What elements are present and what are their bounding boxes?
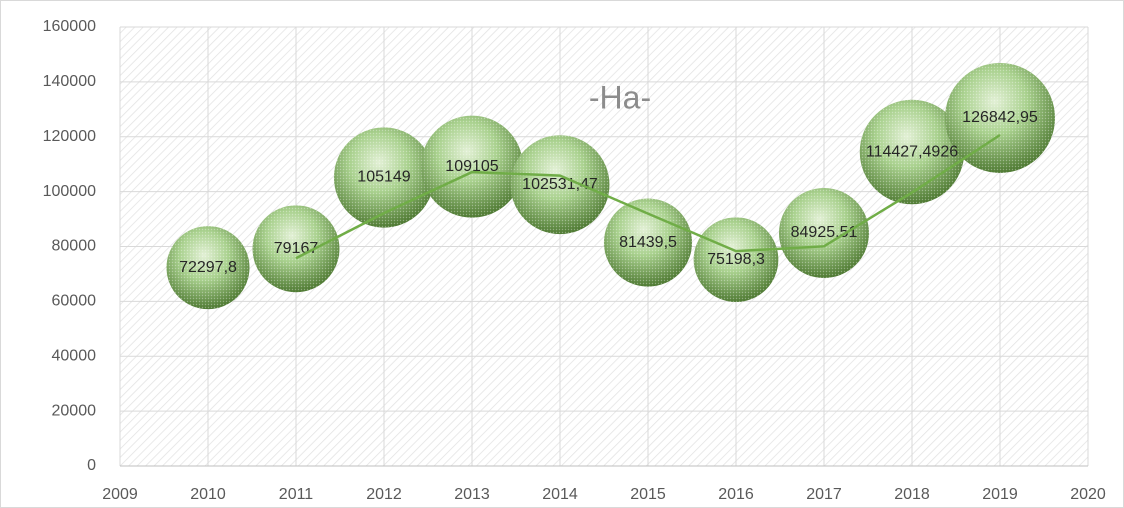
bubble-texture — [510, 135, 610, 235]
x-tick-label: 2014 — [542, 486, 578, 503]
x-tick-label: 2009 — [102, 486, 138, 503]
bubble-texture — [859, 99, 965, 205]
bubble-texture — [252, 205, 340, 293]
x-tick-label: 2013 — [454, 486, 490, 503]
data-label: 102531,47 — [522, 176, 598, 193]
x-tick-label: 2016 — [718, 486, 754, 503]
y-tick-label: 80000 — [52, 238, 97, 255]
y-tick-label: 140000 — [43, 73, 96, 90]
data-label: 75198,3 — [707, 251, 765, 268]
bubble-texture — [420, 115, 524, 218]
chart-title: -Ha- — [589, 79, 651, 115]
x-tick-label: 2019 — [982, 486, 1018, 503]
y-tick-label: 40000 — [52, 347, 97, 364]
data-label: 105149 — [357, 169, 410, 186]
y-tick-label: 60000 — [52, 293, 97, 310]
data-label: 126842,95 — [962, 109, 1038, 126]
x-tick-label: 2012 — [366, 486, 402, 503]
bubble-texture — [778, 187, 870, 278]
data-label: 109105 — [445, 158, 498, 175]
y-tick-label: 120000 — [43, 128, 96, 145]
x-tick-label: 2010 — [190, 486, 226, 503]
y-tick-label: 20000 — [52, 402, 97, 419]
data-label: 79167 — [274, 240, 319, 257]
bubble-texture — [693, 217, 779, 303]
x-tick-label: 2017 — [806, 486, 842, 503]
data-label: 114427,4926 — [866, 143, 958, 160]
trend-line — [295, 133, 1001, 260]
data-label: 72297,8 — [179, 259, 237, 276]
bubble-texture — [166, 226, 250, 310]
y-tick-label: 0 — [87, 457, 96, 474]
bubble-texture — [945, 62, 1055, 173]
x-tick-label: 2018 — [894, 486, 930, 503]
data-label: 81439,5 — [619, 234, 677, 251]
x-tick-label: 2020 — [1070, 486, 1106, 503]
y-tick-label: 100000 — [43, 183, 96, 200]
x-tick-label: 2015 — [630, 486, 666, 503]
bubble-texture — [603, 198, 693, 287]
y-tick-label: 160000 — [43, 18, 96, 35]
x-tick-label: 2011 — [279, 486, 314, 503]
